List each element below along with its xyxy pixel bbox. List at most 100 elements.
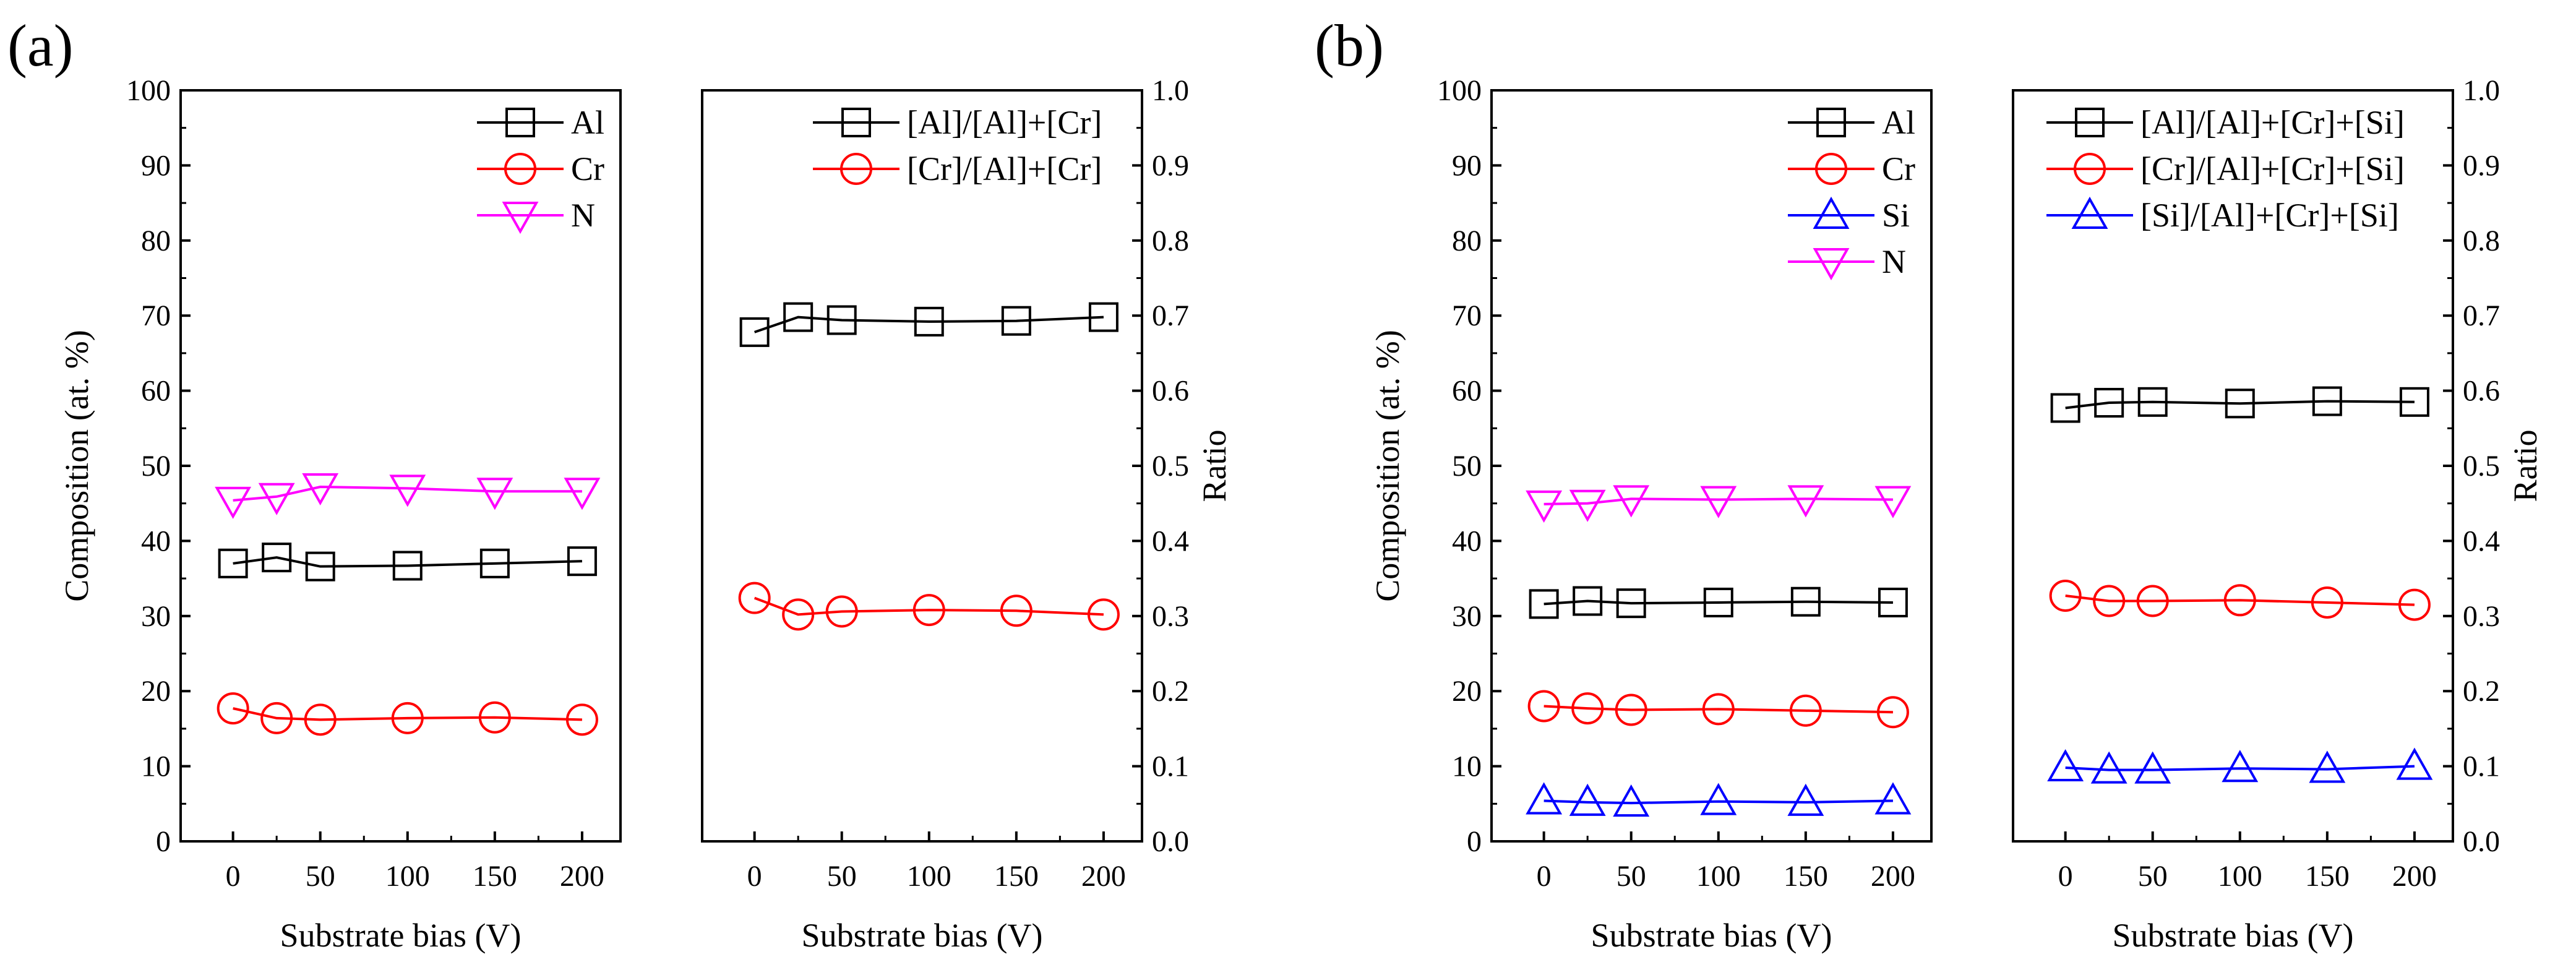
chart-b-left-data-point (1613, 784, 1650, 817)
chart-b-right-xtick-label: 150 (2305, 860, 2350, 893)
chart-b-left-ytick-label: 50 (1452, 450, 1482, 483)
chart-b-left-ytick-label: 30 (1452, 600, 1482, 633)
chart-a-left-data-point (302, 473, 339, 506)
chart-a-left-xlabel: Substrate bias (V) (280, 917, 522, 954)
chart-b-left-ytick-label: 0 (1467, 825, 1482, 858)
chart-b-right-ytick-label: 1.0 (2463, 74, 2500, 107)
chart-b-right-data-point (2090, 751, 2127, 784)
chart-b-right-data-point (2050, 393, 2080, 423)
chart-a-left-series-line (233, 556, 582, 568)
chart-b-left: 0 10 20 30 40 50 60 70 80 90 100 0 50 100 150 200 Substr… (1369, 74, 1933, 954)
chart-a-left-data-point (215, 486, 252, 519)
chart-b-right-ytick-label: 0.8 (2463, 225, 2500, 257)
chart-b-left-ytick-label: 40 (1452, 525, 1482, 557)
chart-a-left-data-point (218, 548, 248, 578)
chart-b-left-data-point (1703, 587, 1733, 617)
chart-b-right-ytick-label: 0.2 (2463, 675, 2500, 708)
chart-a-left-ytick-label: 40 (141, 525, 171, 557)
chart-b-right-data-point (2225, 388, 2255, 419)
chart-a-left-ytick-label: 100 (126, 74, 171, 107)
chart-a-right-data-point (783, 302, 814, 332)
chart-b-left-data-point (1702, 693, 1735, 726)
chart-b-right-xlabel: Substrate bias (V) (2113, 917, 2354, 954)
chart-b-left-series-line (1543, 799, 1893, 805)
chart-b-right-data-point (2047, 749, 2084, 782)
chart-b-right-ytick-label: 0.1 (2463, 750, 2500, 783)
chart-a-right-ytick-label: 0.8 (1152, 225, 1189, 257)
chart-a-right-data-point (825, 595, 858, 628)
chart-a-left-ytick-label: 90 (141, 149, 171, 182)
chart-b-left-legend-label: N (1882, 243, 1906, 280)
chart-b-left-series-1 (1527, 690, 1909, 729)
chart-b-right-data-point (2222, 750, 2259, 783)
chart-a-left-data-point (389, 474, 426, 507)
panel-label-b: (b) (1315, 12, 1384, 79)
chart-b-right-legend: [Al]/[Al]+[Cr]+[Si] [Cr]/[Al]+[Cr]+[Si] [S… (2046, 104, 2405, 234)
chart-a-left-xtick-label: 150 (473, 860, 517, 893)
chart-a-right-series-line (753, 596, 1104, 616)
chart-b-left-series-line (1543, 705, 1893, 714)
chart-a-right-ylabel: Ratio (1196, 430, 1233, 502)
chart-b-right-data-point (2049, 580, 2082, 612)
chart-a-left-ytick-label: 70 (141, 299, 171, 332)
chart-a-left-ytick-label: 50 (141, 450, 171, 483)
chart-b-left-xtick-label: 150 (1784, 860, 1828, 893)
chart-b-left-data-point (1700, 783, 1737, 815)
chart-a-right-data-point (1000, 594, 1033, 627)
chart-b-left-series-line (1543, 497, 1893, 505)
chart-b-left-ytick-label: 100 (1437, 74, 1482, 107)
chart-a-left-data-point (217, 692, 249, 725)
chart-b-left-data-point (1787, 783, 1824, 816)
chart-a-left-ylabel: Composition (at. %) (58, 330, 95, 601)
chart-b-left-legend-marker (1815, 153, 1847, 185)
chart-a-left-legend-marker (505, 108, 535, 137)
chart-b-left-data-point (1527, 690, 1560, 723)
chart-a-left-ytick-label: 30 (141, 600, 171, 633)
chart-a-left-legend-label: Cr (571, 150, 604, 187)
chart-a-left-data-point (476, 478, 513, 510)
chart-a-right-data-point (782, 598, 815, 631)
chart-a-right-ytick-label: 0.6 (1152, 375, 1189, 408)
chart-a-right-data-point (1088, 302, 1118, 332)
chart-b-left-legend-label: Si (1882, 197, 1910, 234)
chart-a-right-xtick-label: 150 (994, 860, 1039, 893)
chart-a-right-ytick-label: 0.9 (1152, 149, 1189, 182)
chart-a-right-xtick-label: 200 (1081, 860, 1126, 893)
panel-label-a: (a) (7, 12, 74, 79)
chart-a-left-data-point (478, 701, 511, 734)
chart-a-right-legend-label: [Cr]/[Al]+[Cr] (907, 150, 1102, 187)
chart-a-left: 0 10 20 30 40 50 60 70 80 90 100 0 50 100 150 200 Substr… (58, 74, 622, 954)
chart-b-right-ytick-label: 0.9 (2463, 149, 2500, 182)
chart-b-right-legend-marker (2071, 196, 2108, 229)
chart-b-right-ytick-label: 0.6 (2463, 375, 2500, 408)
chart-b-left-series-0 (1529, 586, 1908, 619)
chart-b-left-data-point (1529, 589, 1559, 619)
chart-a-right-legend-marker (841, 108, 871, 137)
chart-b-right-legend-marker (2074, 153, 2106, 185)
chart-a-left-series-1 (217, 692, 598, 736)
chart-a-right-data-point (738, 582, 771, 614)
chart-b-right-legend-label: [Si]/[Al]+[Cr]+[Si] (2140, 197, 2399, 234)
chart-a-left-xtick-label: 100 (385, 860, 430, 893)
chart-a-left-series-2 (215, 473, 601, 519)
chart-a-right-legend-label: [Al]/[Al]+[Cr] (907, 104, 1102, 141)
chart-b-right-data-point (2223, 584, 2256, 617)
chart-b-left-ytick-label: 20 (1452, 675, 1482, 708)
chart-a-right-frame (701, 89, 1143, 843)
chart-a-right-xtick-label: 0 (747, 860, 762, 893)
chart-a-right-data-point (1001, 306, 1031, 336)
chart-b-left-ytick-label: 10 (1452, 750, 1482, 783)
chart-a-left-data-point (305, 551, 335, 582)
chart-b-right-legend-marker (2075, 108, 2105, 137)
chart-a-left-legend: Al Cr N (477, 104, 604, 234)
chart-a-left-ytick-label: 0 (156, 825, 171, 858)
chart-a-left-data-point (567, 546, 597, 577)
chart-a-right-ytick-label: 0.5 (1152, 450, 1189, 483)
chart-a-right-xlabel: Substrate bias (V) (802, 917, 1043, 954)
chart-b-left-xtick-label: 50 (1616, 860, 1646, 893)
chart-b-left-ylabel: Composition (at. %) (1369, 330, 1406, 601)
chart-a-right-ytick-label: 0.1 (1152, 750, 1189, 783)
chart-a-left-series-line (233, 485, 582, 502)
chart-a-right-ytick-label: 0.2 (1152, 675, 1189, 708)
chart-b-right-xtick-label: 50 (2138, 860, 2168, 893)
